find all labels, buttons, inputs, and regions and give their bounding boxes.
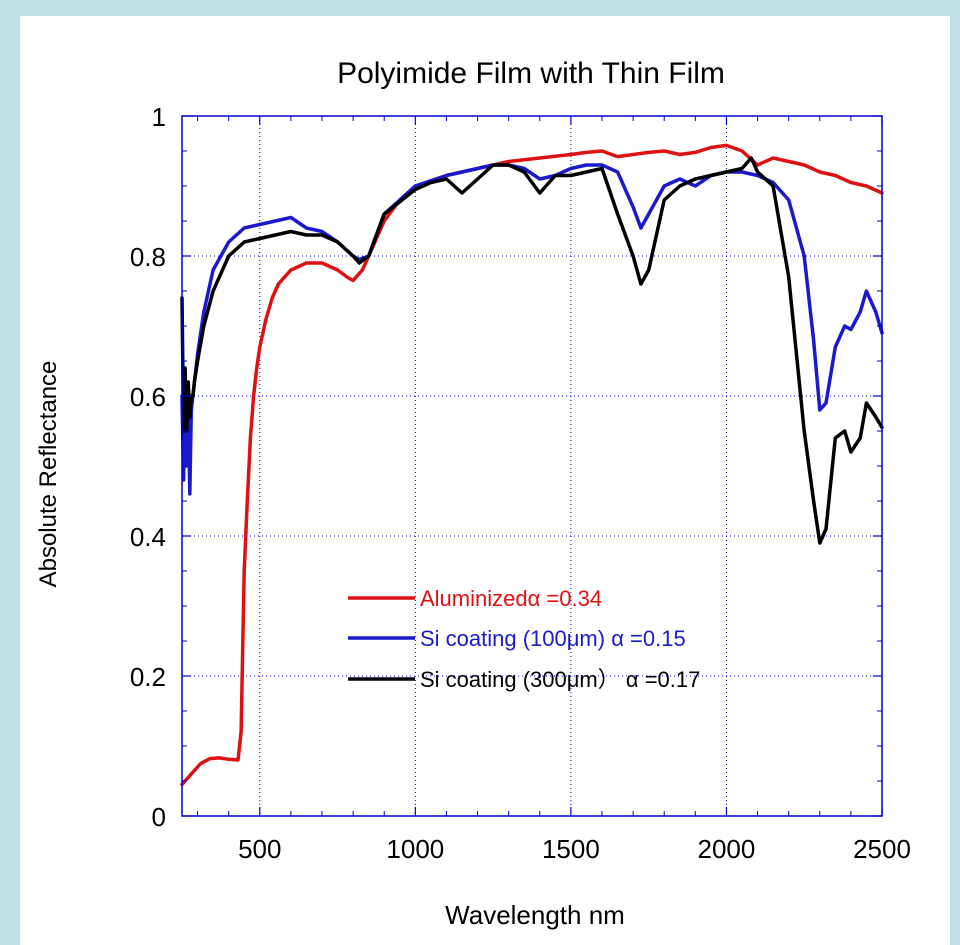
y-tick-label: 0.4 xyxy=(130,522,166,552)
series-line-3 xyxy=(180,156,884,545)
x-tick-label: 1500 xyxy=(542,834,600,864)
y-tick-label: 1 xyxy=(152,102,166,132)
y-tick-label: 0.2 xyxy=(130,662,166,692)
x-tick-label: 1000 xyxy=(386,834,444,864)
plot-area-border xyxy=(181,115,883,817)
x-axis-label: Wavelength nm xyxy=(445,900,625,930)
legend-label: Aluminizedα =0.34 xyxy=(420,586,602,611)
y-tick-label: 0.6 xyxy=(130,382,166,412)
gridlines xyxy=(182,116,882,816)
legend-label: Si coating (100μm) α =0.15 xyxy=(420,626,686,651)
x-tick-labels: 500 1000 1500 2000 2500 xyxy=(238,834,911,864)
y-tick-label: 0.8 xyxy=(130,242,166,272)
x-tick-label: 500 xyxy=(238,834,281,864)
x-tick-label: 2000 xyxy=(698,834,756,864)
y-tick-labels: 0 0.2 0.4 0.6 0.8 1 xyxy=(130,102,166,832)
chart-frame: Polyimide Film with Thin Film 0 0.2 0.4 0.6… xyxy=(20,16,950,945)
data-series xyxy=(180,143,884,787)
chart-title: Polyimide Film with Thin Film xyxy=(337,57,725,90)
legend-label: Si coating (300μm） α =0.17 xyxy=(420,667,700,692)
axis-ticks xyxy=(182,115,883,817)
chart-legend: Aluminizedα =0.34 Si coating (100μm) α =0… xyxy=(348,586,700,692)
reflectance-chart: Polyimide Film with Thin Film 0 0.2 0.4 0.6… xyxy=(35,57,911,930)
y-tick-label: 0 xyxy=(152,802,166,832)
x-tick-label: 2500 xyxy=(853,834,911,864)
y-axis-label: Absolute Reflectance xyxy=(35,361,62,588)
